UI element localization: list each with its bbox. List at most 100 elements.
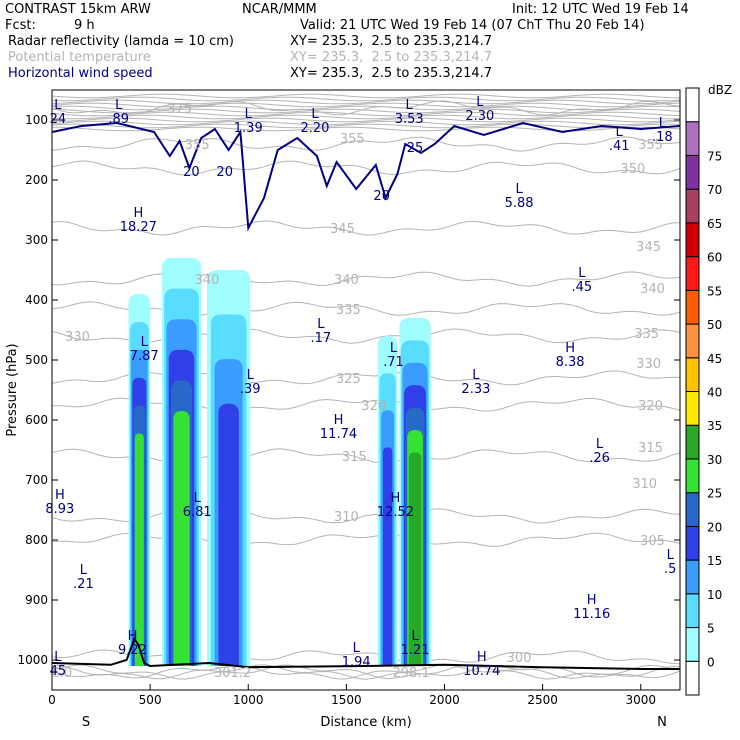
field-xy-theta: XY= 235.3, 2.5 to 235.3,214.7 — [290, 50, 493, 65]
colorbar-segment — [685, 323, 700, 359]
extremum-type: L — [472, 368, 480, 383]
theta-contour-340 — [52, 271, 680, 287]
extremum-type: H — [133, 206, 143, 221]
theta-contour-330 — [52, 328, 680, 344]
x-tick-label: 0 — [48, 693, 56, 707]
theta-label: 350 — [620, 162, 645, 177]
wind-label: 20 — [216, 165, 233, 180]
colorbar-segment — [685, 660, 700, 696]
x-axis-label: Distance (km) — [320, 715, 411, 730]
theta-contour-6.0 — [52, 664, 680, 680]
wind-label: 20 — [183, 165, 200, 180]
x-tick-label: 3000 — [625, 693, 656, 707]
extremum-value: 12.52 — [377, 505, 414, 520]
theta-labels: 375 355 355 355 350 345 345 340 340 340 335 335 330 3… — [51, 102, 664, 681]
y-tick-label: 100 — [25, 113, 48, 127]
x-tick-label: 2500 — [527, 693, 558, 707]
extremum-type: L — [311, 107, 319, 122]
colorbar-level-label: 10 — [707, 588, 722, 602]
theta-contour-upper — [52, 114, 680, 120]
colorbar-segment — [685, 256, 700, 291]
theta-label: 301.2 — [214, 666, 251, 681]
y-tick-label: 600 — [25, 413, 48, 427]
theta-label: 320 — [638, 399, 663, 414]
theta-contour-300 — [52, 649, 680, 665]
theta-label: 310 — [632, 477, 657, 492]
extremum-value: .18 — [652, 130, 673, 145]
terrain-line — [52, 636, 680, 670]
extremum-value: 11.74 — [320, 427, 357, 442]
extremum-type: H — [477, 650, 487, 665]
extremum-value: 5.88 — [505, 196, 534, 211]
y-tick-label: 1000 — [17, 653, 48, 667]
y-axis-label: Pressure (hPa) — [5, 343, 20, 436]
field-name-theta: Potential temperature — [8, 50, 151, 65]
theta-label: 340 — [195, 273, 220, 288]
init-time: Init: 12 UTC Wed 19 Feb 14 — [512, 2, 689, 17]
theta-label: 325 — [336, 372, 361, 387]
theta-contour-upper — [52, 111, 680, 117]
theta-label: 320 — [361, 399, 386, 414]
colorbar-level-label: 35 — [707, 419, 722, 433]
theta-label: 300 — [507, 651, 532, 666]
colorbar-segment — [685, 154, 700, 190]
extremum-value: .71 — [383, 355, 404, 370]
colorbar-segment — [685, 627, 700, 662]
colorbar-level-label: 30 — [707, 453, 722, 467]
field-xy-reflectivity: XY= 235.3, 2.5 to 235.3,214.7 — [290, 34, 493, 49]
extremum-value: .41 — [609, 139, 630, 154]
y-tick-label: 700 — [25, 473, 48, 487]
extremum-value: .89 — [108, 112, 129, 127]
theta-contour-350 — [52, 160, 680, 176]
colorbar-segment — [685, 87, 700, 123]
extremum-type: H — [334, 413, 344, 428]
extremum-type: L — [317, 317, 325, 332]
terrain — [52, 636, 680, 670]
theta-contour-upper — [52, 120, 680, 126]
colorbar-level-label: 65 — [707, 217, 722, 231]
extremum-value: 1.94 — [342, 655, 371, 670]
extremum-type: L — [667, 548, 675, 563]
colorbar-level-label: 20 — [707, 520, 722, 534]
extremum-type: L — [411, 629, 419, 644]
theta-contour-upper — [52, 96, 680, 102]
colorbar-level-label: 45 — [707, 352, 722, 366]
colorbar-level-label: 40 — [707, 386, 722, 400]
plot-area — [52, 90, 680, 690]
theta-contour-upper — [52, 99, 680, 105]
reflectivity-cell-4-20dbz — [382, 447, 393, 666]
theta-contour-305 — [52, 532, 680, 547]
extremum-type: L — [659, 116, 667, 131]
extremum-type: L — [596, 437, 604, 452]
extremum-value: 8.38 — [556, 355, 585, 370]
theta-contours — [52, 93, 680, 680]
extremum-value: 2.30 — [465, 109, 494, 124]
extremum-value: 1.39 — [234, 121, 263, 136]
colorbar-segment — [685, 593, 700, 629]
colorbar-level-label: 5 — [707, 622, 715, 636]
theta-label: 345 — [636, 240, 661, 255]
colorbar-level-label: 70 — [707, 183, 722, 197]
extremum-type: L — [80, 563, 88, 578]
colorbar-segment — [685, 121, 700, 156]
extremum-type: L — [406, 98, 414, 113]
south-label: S — [82, 715, 90, 730]
extremum-value: 9.22 — [118, 643, 147, 658]
extremum-type: L — [616, 125, 624, 140]
reflectivity-cell-5-35dbz — [408, 452, 422, 666]
field-xy-wind: XY= 235.3, 2.5 to 235.3,214.7 — [290, 66, 493, 81]
colorbar: 0 5 10 15 20 25 30 35 40 45 50 55 60 65 70 75 dBZ — [685, 83, 732, 696]
x-tick-label: 1500 — [331, 693, 362, 707]
extremum-value: .5 — [664, 562, 676, 577]
colorbar-level-label: 0 — [707, 655, 715, 669]
wind-contour-20 — [52, 121, 680, 232]
reflectivity-cell-3-20dbz — [218, 403, 239, 666]
fcst-label: Fcst: — [5, 18, 36, 33]
extremum-type: L — [476, 95, 484, 110]
theta-label: 330 — [65, 330, 90, 345]
center-label: NCAR/MMM — [242, 2, 317, 17]
extremum-value: 6.81 — [183, 505, 212, 520]
reflectivity-cell-2-30dbz — [173, 411, 190, 666]
extremum-value: .17 — [311, 331, 332, 346]
